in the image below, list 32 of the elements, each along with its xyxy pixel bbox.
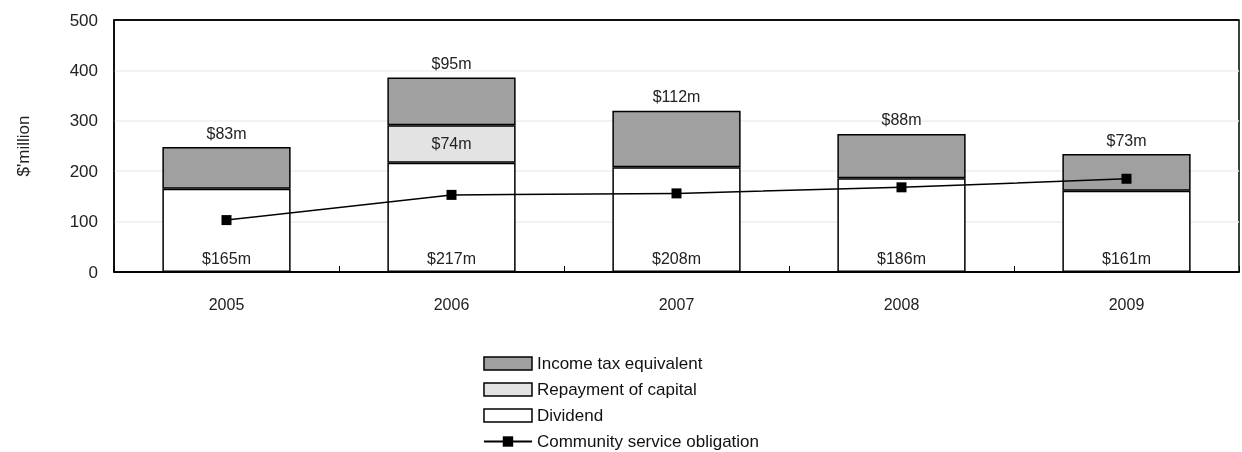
legend-label: Repayment of capital [536, 380, 697, 399]
data-label: $83m [206, 124, 247, 142]
data-label: $112m [652, 88, 701, 106]
x-tick-label: 2008 [883, 295, 920, 313]
x-tick-label: 2006 [433, 295, 470, 313]
data-label: $217m [427, 249, 476, 267]
point [446, 189, 457, 200]
x-tick-label: 2007 [658, 295, 695, 313]
y-tick-label: 500 [69, 10, 98, 30]
data-label: $208m [652, 249, 701, 267]
y-tick-label: 100 [69, 212, 98, 232]
data-label: $74m [431, 135, 472, 153]
legend-label: Community service obligation [536, 432, 760, 451]
data-label: $161m [1102, 249, 1151, 267]
data-label: $165m [202, 249, 251, 267]
data-label: $88m [881, 111, 922, 129]
y-axis-title: $'million [14, 115, 33, 177]
x-tick-label: 2009 [1108, 295, 1145, 313]
x-tick-label: 2005 [208, 295, 245, 313]
legend-label: Income tax equivalent [536, 354, 703, 373]
data-label: $73m [1106, 131, 1147, 149]
point [1121, 173, 1132, 184]
y-tick-label: 300 [69, 111, 98, 131]
y-tick-label: 400 [69, 60, 98, 80]
data-label: $186m [877, 249, 926, 267]
y-tick-label: 0 [88, 262, 98, 282]
point [896, 182, 907, 193]
data-label: $95m [431, 54, 472, 72]
point [221, 215, 232, 226]
y-tick-label: 200 [69, 161, 98, 181]
point [671, 188, 682, 199]
legend-label: Dividend [536, 406, 604, 425]
